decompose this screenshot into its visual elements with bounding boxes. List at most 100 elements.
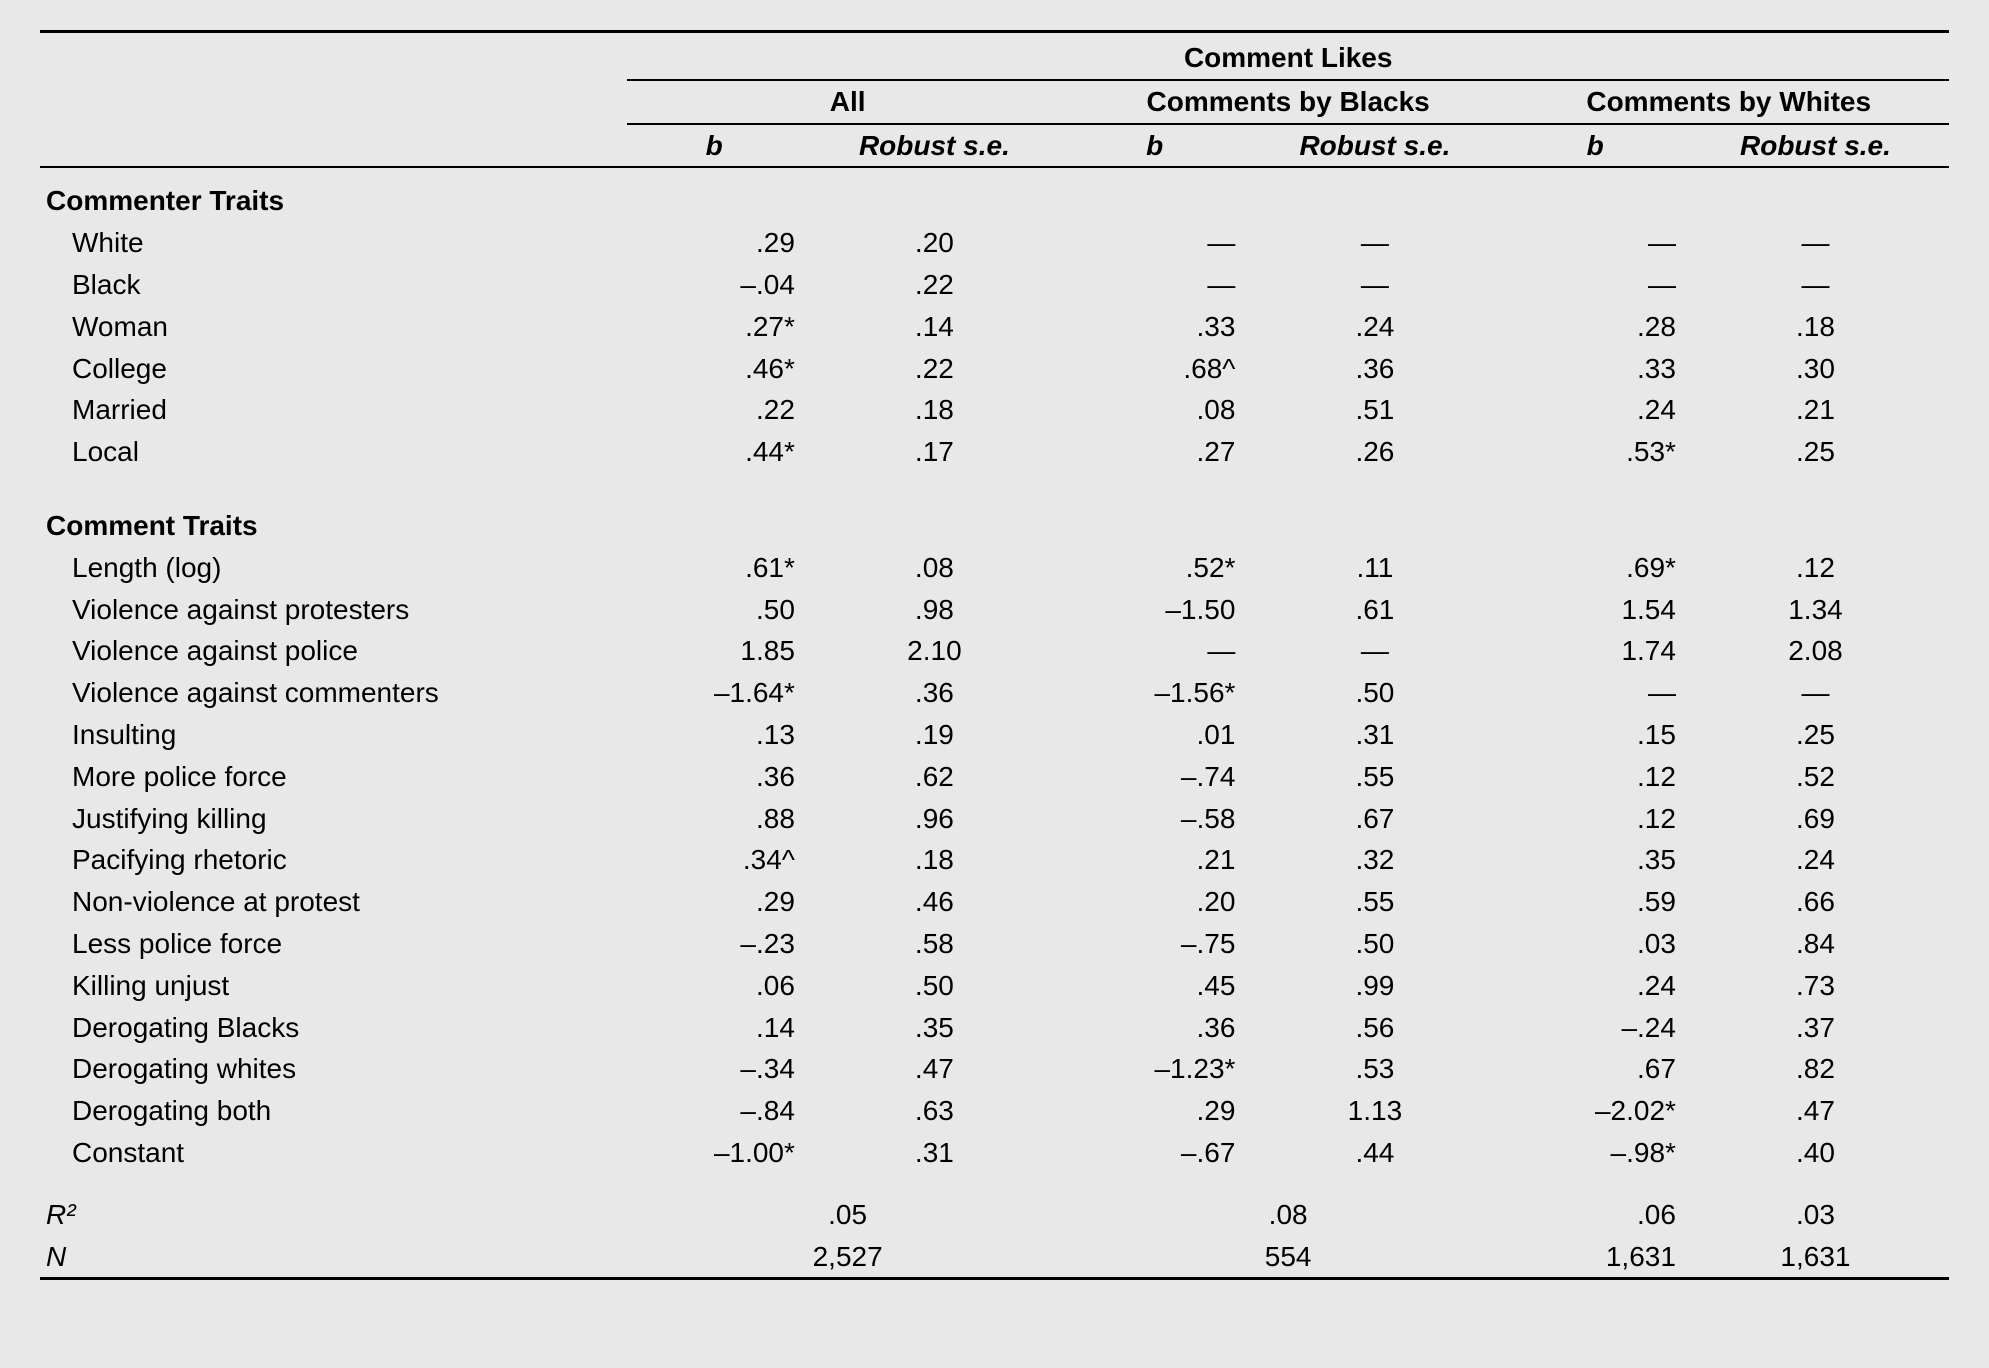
row-label: Less police force — [40, 923, 627, 965]
n-label: N — [40, 1236, 627, 1279]
cell-se: 1.13 — [1241, 1090, 1508, 1132]
cell-b: .24 — [1508, 389, 1682, 431]
table-row: Black–.04.22———— — [40, 264, 1949, 306]
cell-se: .55 — [1241, 881, 1508, 923]
cell-se: .58 — [801, 923, 1068, 965]
r2-label: R² — [40, 1194, 627, 1236]
cell-b: — — [1508, 222, 1682, 264]
table-row: Violence against police1.852.10——1.742.0… — [40, 630, 1949, 672]
cell-se: .55 — [1241, 756, 1508, 798]
cell-b: 1.74 — [1508, 630, 1682, 672]
cell-se: .14 — [801, 306, 1068, 348]
cell-se: .50 — [801, 965, 1068, 1007]
cell-b: — — [1508, 672, 1682, 714]
cell-se: .84 — [1682, 923, 1949, 965]
header-group-all: All — [627, 80, 1068, 124]
header-group-black: Comments by Blacks — [1068, 80, 1509, 124]
cell-b: –.23 — [627, 923, 801, 965]
cell-b: .45 — [1068, 965, 1242, 1007]
cell-se: .50 — [1241, 672, 1508, 714]
table-row: Derogating whites–.34.47–1.23*.53.67.82 — [40, 1048, 1949, 1090]
cell-se: .22 — [801, 264, 1068, 306]
cell-b: 1.85 — [627, 630, 801, 672]
cell-se: 1.34 — [1682, 589, 1949, 631]
table-row: Married.22.18.08.51.24.21 — [40, 389, 1949, 431]
table-row: College.46*.22.68^.36.33.30 — [40, 348, 1949, 390]
cell-se: .47 — [1682, 1090, 1949, 1132]
cell-se: .26 — [1241, 431, 1508, 473]
cell-b: .21 — [1068, 839, 1242, 881]
cell-b: .46* — [627, 348, 801, 390]
cell-se: 2.10 — [801, 630, 1068, 672]
cell-b: .88 — [627, 798, 801, 840]
cell-se: .50 — [1241, 923, 1508, 965]
cell-se: .73 — [1682, 965, 1949, 1007]
cell-b: .50 — [627, 589, 801, 631]
row-label: Violence against commenters — [40, 672, 627, 714]
cell-b: — — [1068, 630, 1242, 672]
cell-b: –1.50 — [1068, 589, 1242, 631]
row-label: More police force — [40, 756, 627, 798]
cell-b: .12 — [1508, 798, 1682, 840]
table-row: Violence against commenters–1.64*.36–1.5… — [40, 672, 1949, 714]
cell-se: .66 — [1682, 881, 1949, 923]
row-label: Derogating both — [40, 1090, 627, 1132]
n-white-se: 1,631 — [1682, 1236, 1949, 1279]
n-all: 2,527 — [627, 1236, 1068, 1279]
cell-b: –1.64* — [627, 672, 801, 714]
row-label: Length (log) — [40, 547, 627, 589]
cell-b: .34^ — [627, 839, 801, 881]
row-n: N 2,527 554 1,631 1,631 — [40, 1236, 1949, 1279]
row-label: Pacifying rhetoric — [40, 839, 627, 881]
cell-se: .18 — [801, 389, 1068, 431]
header-group-white: Comments by Whites — [1508, 80, 1949, 124]
cell-se: .31 — [801, 1132, 1068, 1174]
row-label: Black — [40, 264, 627, 306]
cell-se: .51 — [1241, 389, 1508, 431]
r2-all: .05 — [627, 1194, 1068, 1236]
cell-b: .22 — [627, 389, 801, 431]
cell-se: 2.08 — [1682, 630, 1949, 672]
table-row: Killing unjust.06.50.45.99.24.73 — [40, 965, 1949, 1007]
row-r2: R² .05 .08 .06 .03 — [40, 1194, 1949, 1236]
row-label: Violence against police — [40, 630, 627, 672]
table-row: Insulting.13.19.01.31.15.25 — [40, 714, 1949, 756]
row-label: Violence against protesters — [40, 589, 627, 631]
cell-se: .22 — [801, 348, 1068, 390]
section-header: Comment Traits — [40, 493, 1949, 547]
cell-b: –1.00* — [627, 1132, 801, 1174]
cell-b: –.34 — [627, 1048, 801, 1090]
cell-se: — — [1682, 222, 1949, 264]
cell-b: –2.02* — [1508, 1090, 1682, 1132]
subhead-b: b — [1508, 124, 1682, 168]
cell-se: .99 — [1241, 965, 1508, 1007]
table-row: Violence against protesters.50.98–1.50.6… — [40, 589, 1949, 631]
cell-se: .35 — [801, 1007, 1068, 1049]
cell-b: .29 — [1068, 1090, 1242, 1132]
table-row: Pacifying rhetoric.34^.18.21.32.35.24 — [40, 839, 1949, 881]
cell-b: — — [1068, 264, 1242, 306]
cell-b: .33 — [1068, 306, 1242, 348]
cell-b: .24 — [1508, 965, 1682, 1007]
cell-b: .03 — [1508, 923, 1682, 965]
row-label: Married — [40, 389, 627, 431]
row-label: Woman — [40, 306, 627, 348]
cell-se: .96 — [801, 798, 1068, 840]
cell-se: .37 — [1682, 1007, 1949, 1049]
cell-b: –.24 — [1508, 1007, 1682, 1049]
cell-se: .31 — [1241, 714, 1508, 756]
cell-b: –1.23* — [1068, 1048, 1242, 1090]
cell-se: .21 — [1682, 389, 1949, 431]
cell-b: .27* — [627, 306, 801, 348]
subhead-se: Robust s.e. — [1241, 124, 1508, 168]
regression-table: Comment Likes All Comments by Blacks Com… — [40, 30, 1949, 1280]
subhead-b: b — [627, 124, 801, 168]
cell-b: .20 — [1068, 881, 1242, 923]
cell-b: .35 — [1508, 839, 1682, 881]
cell-b: .33 — [1508, 348, 1682, 390]
r2-white-se: .03 — [1682, 1194, 1949, 1236]
subhead-b: b — [1068, 124, 1242, 168]
cell-se: — — [1682, 264, 1949, 306]
cell-b: .08 — [1068, 389, 1242, 431]
cell-b: .68^ — [1068, 348, 1242, 390]
